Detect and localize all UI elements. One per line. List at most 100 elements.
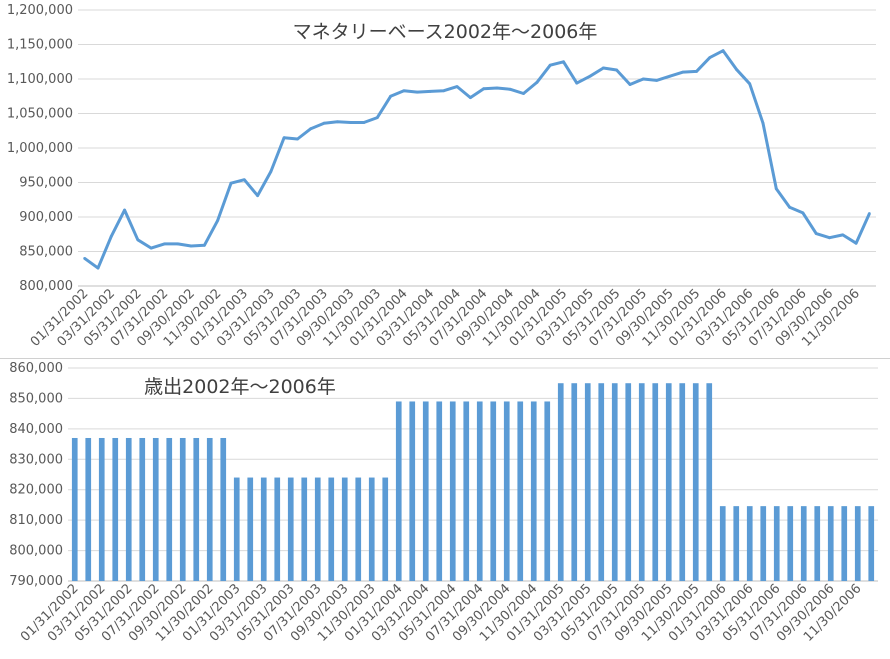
data-point xyxy=(389,94,392,98)
bar xyxy=(787,506,794,581)
data-point xyxy=(774,187,778,191)
data-point xyxy=(734,67,738,71)
y-tick-label: 900,000 xyxy=(19,210,73,225)
bar xyxy=(449,401,456,581)
data-point xyxy=(788,205,791,209)
bar xyxy=(530,401,537,581)
bar xyxy=(584,383,591,581)
bar xyxy=(463,401,470,581)
data-point xyxy=(109,234,113,238)
bar xyxy=(368,477,375,581)
bar xyxy=(814,506,821,581)
data-point xyxy=(269,170,273,173)
bar xyxy=(611,383,618,581)
bar xyxy=(206,437,213,581)
data-point xyxy=(841,233,845,237)
data-point xyxy=(335,120,339,124)
data-point xyxy=(455,85,459,88)
y-tick-label: 1,150,000 xyxy=(7,38,73,53)
data-point xyxy=(588,74,592,78)
bar xyxy=(868,506,875,581)
bar xyxy=(341,477,348,581)
bar xyxy=(260,477,267,581)
data-point xyxy=(828,236,831,240)
data-point xyxy=(96,266,100,270)
data-point xyxy=(708,56,712,60)
y-tick-label: 800,000 xyxy=(19,279,73,294)
data-point xyxy=(695,70,698,73)
bar xyxy=(71,437,78,581)
bar xyxy=(625,383,632,581)
y-tick-label: 1,050,000 xyxy=(7,107,73,122)
y-tick-label: 840,000 xyxy=(9,422,63,437)
series-line xyxy=(83,49,871,270)
bar xyxy=(220,437,227,581)
bar xyxy=(571,383,578,581)
bar xyxy=(760,506,767,581)
bar xyxy=(152,437,159,581)
y-tick-label: 800,000 xyxy=(9,544,63,559)
bar xyxy=(841,506,848,581)
y-tick-label: 950,000 xyxy=(19,176,73,191)
bar xyxy=(166,437,173,581)
data-point xyxy=(189,244,193,248)
bar xyxy=(395,401,402,581)
data-point xyxy=(548,63,552,67)
bar xyxy=(355,477,362,581)
chart-title: 歳出2002年～2006年 xyxy=(144,376,336,398)
bar xyxy=(139,437,146,581)
bar xyxy=(665,383,672,581)
data-point xyxy=(761,121,765,125)
data-point xyxy=(282,136,286,140)
monetary-base-chart-pane: マネタリーベース2002年～2006年 800,000 850,000 900,00… xyxy=(6,3,876,350)
bar xyxy=(827,506,834,581)
data-point xyxy=(309,127,313,131)
data-point xyxy=(641,77,645,81)
data-point xyxy=(322,121,326,125)
y-tick-label: 810,000 xyxy=(9,513,63,528)
data-point xyxy=(83,257,87,260)
data-point xyxy=(508,87,512,91)
bar xyxy=(382,477,389,581)
data-point xyxy=(176,242,180,246)
data-point xyxy=(655,78,658,82)
bar xyxy=(719,506,726,581)
bar xyxy=(544,401,551,581)
bar xyxy=(490,401,497,581)
data-point xyxy=(601,66,605,70)
bar xyxy=(301,477,308,581)
data-point xyxy=(415,90,419,94)
y-tick-label: 820,000 xyxy=(9,483,63,498)
data-point xyxy=(628,83,632,86)
y-tick-label: 1,100,000 xyxy=(7,72,73,87)
monetary-base-line-chart: マネタリーベース2002年～2006年 800,000 850,000 900,00… xyxy=(7,3,876,350)
bar xyxy=(125,437,132,581)
data-point xyxy=(429,90,432,93)
data-point xyxy=(402,89,406,93)
data-point xyxy=(615,68,619,72)
bar xyxy=(328,477,335,581)
bar xyxy=(274,477,281,581)
data-point xyxy=(575,81,579,85)
y-tick-label: 860,000 xyxy=(9,361,63,376)
data-point xyxy=(562,60,565,64)
y-tick-label: 830,000 xyxy=(9,452,63,467)
data-point xyxy=(535,81,539,84)
bar xyxy=(692,383,699,581)
data-point xyxy=(668,74,672,78)
bar xyxy=(503,401,510,581)
y-tick-label: 1,000,000 xyxy=(7,141,73,156)
data-point xyxy=(814,232,818,235)
data-point xyxy=(216,219,220,222)
bar xyxy=(422,401,429,581)
bar xyxy=(638,383,645,581)
bar xyxy=(679,383,686,581)
data-point xyxy=(375,116,379,120)
y-tick-label: 790,000 xyxy=(9,574,63,589)
data-point xyxy=(256,194,259,198)
data-point xyxy=(163,242,166,246)
bar xyxy=(233,477,240,581)
bar xyxy=(193,437,200,581)
data-point xyxy=(522,92,525,95)
data-point xyxy=(681,70,685,74)
